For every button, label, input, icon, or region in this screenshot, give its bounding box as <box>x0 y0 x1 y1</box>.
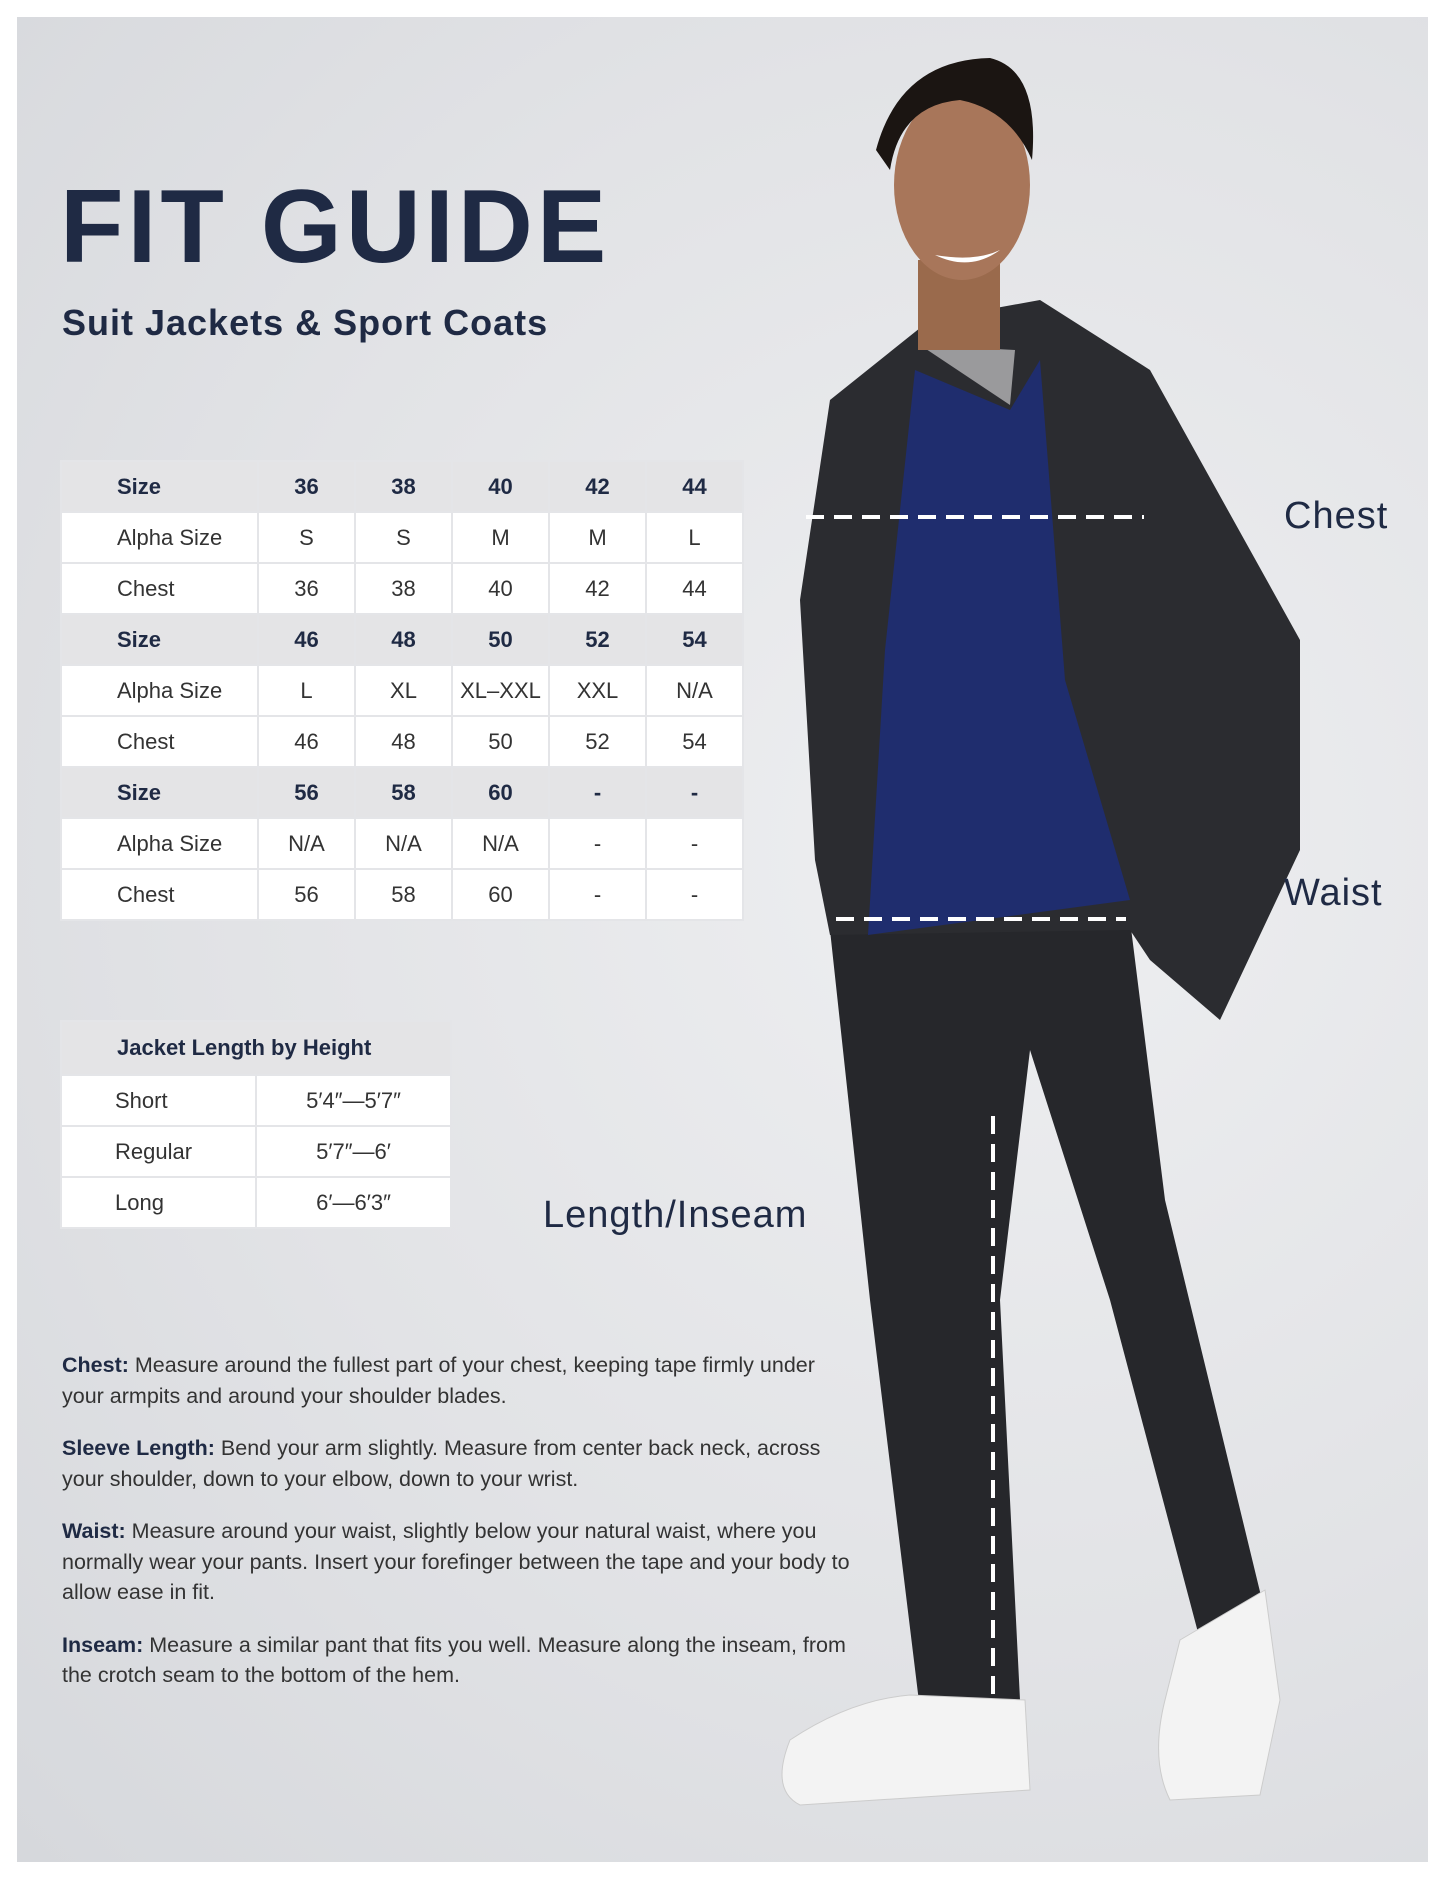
instruction-sleeve: Sleeve Length: Bend your arm slightly. M… <box>62 1433 852 1494</box>
table-row: Regular 5′7″—6′ <box>62 1127 450 1176</box>
length-name: Long <box>62 1178 255 1227</box>
table-cell: 36 <box>259 462 354 511</box>
table-row: Chest 36 38 40 42 44 <box>62 564 742 613</box>
table-cell: 58 <box>356 768 451 817</box>
height-range: 6′—6′3″ <box>257 1178 450 1227</box>
length-name: Regular <box>62 1127 255 1176</box>
table-cell: 52 <box>550 615 645 664</box>
instruction-term: Inseam: <box>62 1632 144 1657</box>
instruction-text: Measure a similar pant that fits you wel… <box>62 1632 846 1688</box>
instruction-text: Measure around your waist, slightly belo… <box>62 1519 850 1604</box>
table-cell: 60 <box>453 870 548 919</box>
table-cell: 58 <box>356 870 451 919</box>
row-label: Size <box>62 615 257 664</box>
table-cell: L <box>259 666 354 715</box>
table-cell: 46 <box>259 717 354 766</box>
table-cell: - <box>550 768 645 817</box>
table-row: Long 6′—6′3″ <box>62 1178 450 1227</box>
table-cell: 46 <box>259 615 354 664</box>
table-cell: N/A <box>356 819 451 868</box>
jacket-length-header: Jacket Length by Height <box>62 1022 450 1074</box>
size-table: Size 36 38 40 42 44 Alpha Size S S M M L Chest 36 38 40… <box>60 460 744 921</box>
table-cell: 40 <box>453 564 548 613</box>
instruction-chest: Chest: Measure around the fullest part o… <box>62 1350 852 1411</box>
measurement-instructions: Chest: Measure around the fullest part o… <box>62 1350 852 1713</box>
table-cell: 56 <box>259 768 354 817</box>
page-title: FIT GUIDE <box>60 169 611 285</box>
row-label: Chest <box>62 717 257 766</box>
instruction-text: Measure around the fullest part of your … <box>62 1353 815 1408</box>
table-cell: 50 <box>453 717 548 766</box>
table-cell: 52 <box>550 717 645 766</box>
table-cell: XL <box>356 666 451 715</box>
table-cell: - <box>550 819 645 868</box>
table-cell: 48 <box>356 717 451 766</box>
height-range: 5′7″—6′ <box>257 1127 450 1176</box>
table-cell: - <box>550 870 645 919</box>
table-row: Short 5′4″—5′7″ <box>62 1076 450 1125</box>
row-label: Alpha Size <box>62 666 257 715</box>
table-cell: 54 <box>647 615 742 664</box>
table-cell: 38 <box>356 564 451 613</box>
table-cell: 38 <box>356 462 451 511</box>
table-cell: 42 <box>550 564 645 613</box>
table-cell: 56 <box>259 870 354 919</box>
length-name: Short <box>62 1076 255 1125</box>
table-cell: 44 <box>647 564 742 613</box>
model-figure <box>781 58 1300 1806</box>
table-cell: 40 <box>453 462 548 511</box>
table-cell: 44 <box>647 462 742 511</box>
inseam-label: Length/Inseam <box>543 1194 808 1236</box>
table-cell: S <box>259 513 354 562</box>
table-row: Alpha Size L XL XL–XXL XXL N/A <box>62 666 742 715</box>
table-cell: 48 <box>356 615 451 664</box>
instruction-term: Sleeve Length: <box>62 1436 215 1460</box>
table-cell: M <box>453 513 548 562</box>
table-row: Chest 56 58 60- - <box>62 870 742 919</box>
size-header-row: Size 36 38 40 42 44 <box>62 462 742 511</box>
instruction-term: Waist: <box>62 1519 126 1543</box>
chest-label: Chest <box>1284 495 1389 537</box>
instruction-text: Bend your arm slightly. Measure from cen… <box>62 1436 821 1491</box>
instruction-term: Chest: <box>62 1353 129 1377</box>
size-header-row: Size 56 58 60- - <box>62 768 742 817</box>
jacket-length-table: Jacket Length by Height Short 5′4″—5′7″ R… <box>60 1020 452 1229</box>
table-cell: XL–XXL <box>453 666 548 715</box>
table-cell: S <box>356 513 451 562</box>
row-label: Chest <box>62 564 257 613</box>
table-cell: XXL <box>550 666 645 715</box>
table-cell: N/A <box>259 819 354 868</box>
table-cell: - <box>647 870 742 919</box>
table-row: Alpha Size S S M M L <box>62 513 742 562</box>
table-cell: 54 <box>647 717 742 766</box>
instruction-inseam: Inseam: Measure a similar pant that fits… <box>62 1630 852 1691</box>
size-header-row: Size 46 48 50 52 54 <box>62 615 742 664</box>
table-cell: 60 <box>453 768 548 817</box>
page-subtitle: Suit Jackets & Sport Coats <box>62 302 549 343</box>
table-cell: N/A <box>647 666 742 715</box>
table-row: Chest 46 48 50 52 54 <box>62 717 742 766</box>
table-row: Alpha Size N/A N/A N/A - - <box>62 819 742 868</box>
table-cell: - <box>647 768 742 817</box>
table-cell: 50 <box>453 615 548 664</box>
table-cell: M <box>550 513 645 562</box>
instruction-waist: Waist: Measure around your waist, slight… <box>62 1516 852 1608</box>
table-cell: 36 <box>259 564 354 613</box>
row-label: Size <box>62 768 257 817</box>
row-label: Alpha Size <box>62 819 257 868</box>
height-range: 5′4″—5′7″ <box>257 1076 450 1125</box>
table-cell: N/A <box>453 819 548 868</box>
table-cell: - <box>647 819 742 868</box>
table-cell: 42 <box>550 462 645 511</box>
table-cell: L <box>647 513 742 562</box>
waist-label: Waist <box>1284 872 1383 914</box>
row-label: Size <box>62 462 257 511</box>
row-label: Chest <box>62 870 257 919</box>
row-label: Alpha Size <box>62 513 257 562</box>
